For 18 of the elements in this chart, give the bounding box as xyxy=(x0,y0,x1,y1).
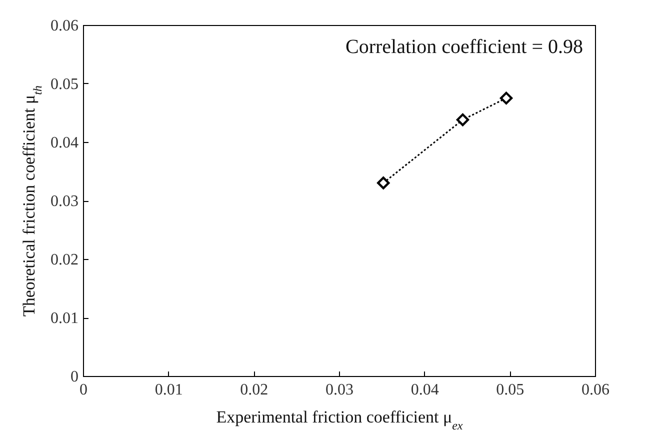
point xyxy=(377,176,390,190)
y-tick-label: 0.01 xyxy=(50,310,78,327)
y-tick-label: 0.04 xyxy=(50,134,78,152)
x-axis-title: Experimental friction coefficient μ$_{ex}$ xyxy=(216,408,464,432)
point xyxy=(456,113,470,126)
annotation: Correlation coefficient = 0.98 xyxy=(346,36,583,58)
y-tick-label: 0 xyxy=(70,368,78,386)
y-tick-label: 0.05 xyxy=(50,76,78,93)
x-tick-label: 0.06 xyxy=(582,382,610,398)
x-tick-label: 0.05 xyxy=(496,382,524,398)
y-tick-label: 0.06 xyxy=(50,18,78,34)
x-tick-label: 0.01 xyxy=(154,382,183,398)
x-tick-label: 0.04 xyxy=(410,382,439,398)
y-tick-label: 0.03 xyxy=(50,193,78,210)
point xyxy=(500,92,513,104)
y-tick-label: 0.02 xyxy=(50,252,78,268)
x-tick-label: 0.02 xyxy=(240,382,268,398)
x-tick-label: 0.03 xyxy=(326,382,354,398)
